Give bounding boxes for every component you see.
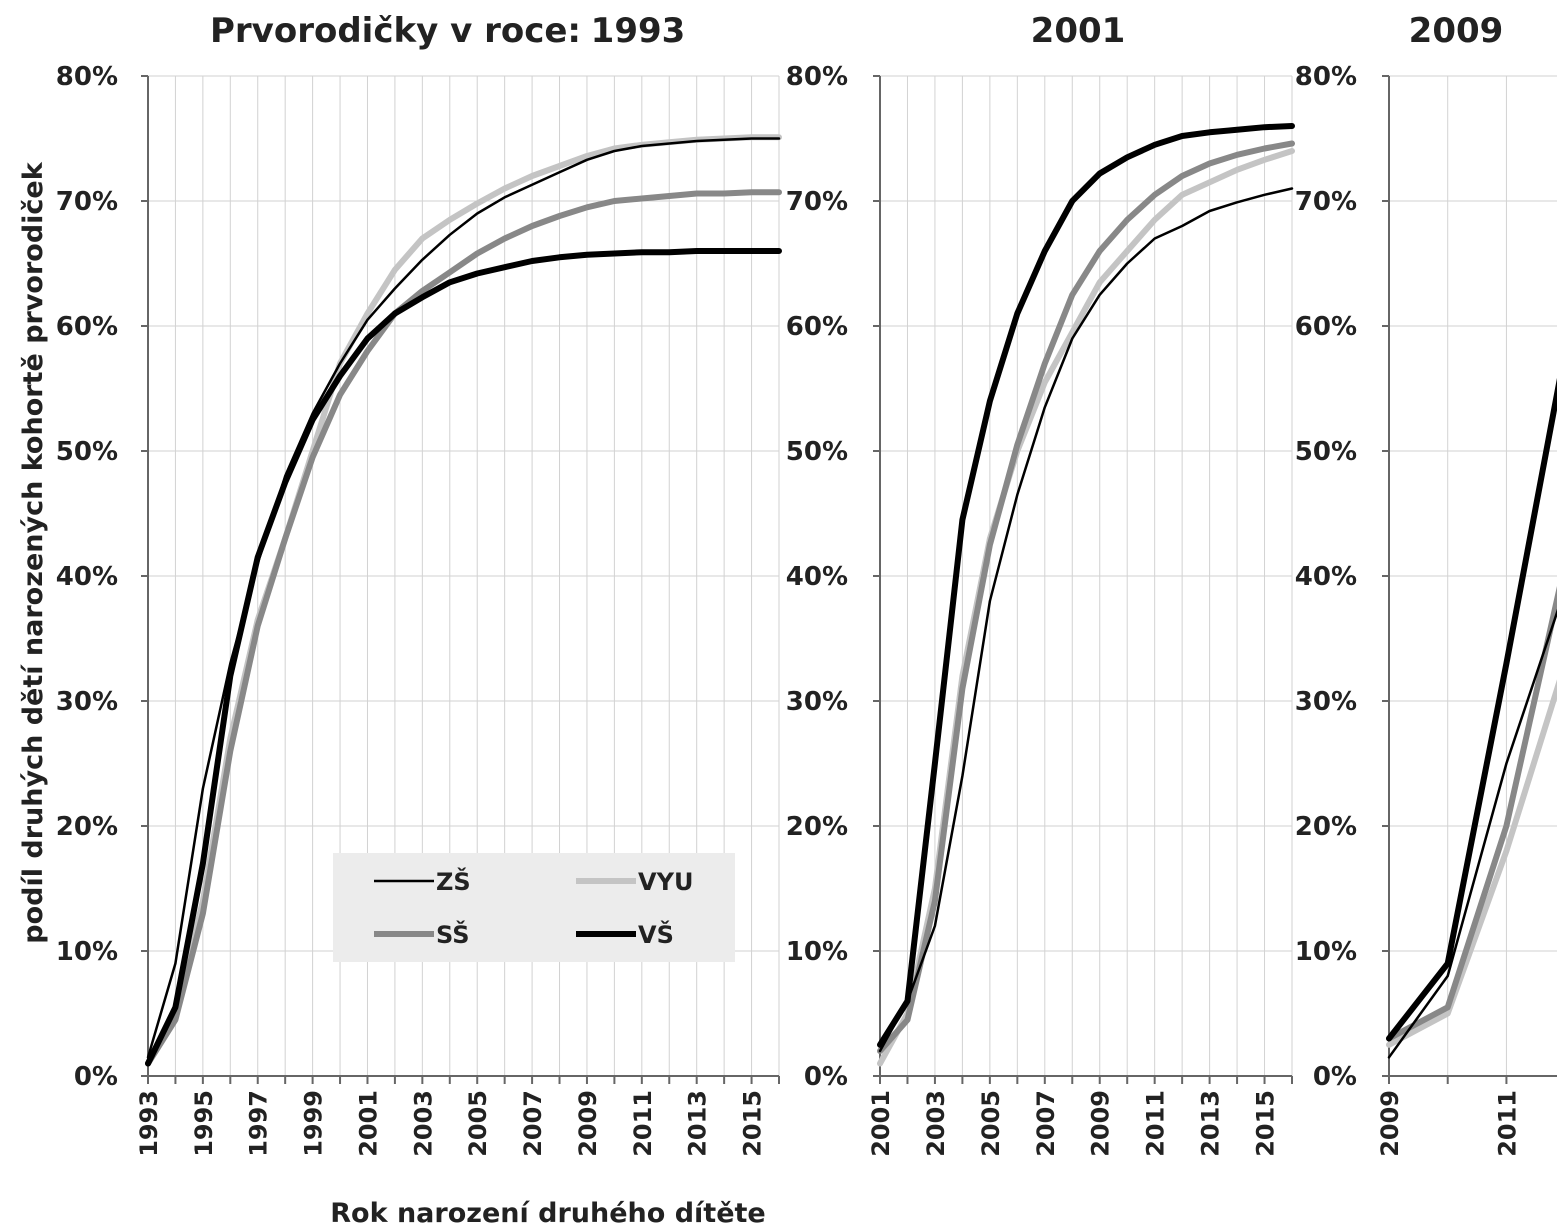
x-tick-label: 2001	[354, 1090, 382, 1157]
y-tick-label: 50%	[1295, 437, 1357, 467]
panel-title-2001: 2001	[1031, 11, 1126, 51]
y-tick-label: 60%	[56, 312, 118, 342]
legend-background	[333, 853, 735, 962]
y-tick-label: 80%	[786, 62, 848, 92]
x-tick-label: 2007	[519, 1090, 547, 1157]
y-tick-label: 70%	[56, 187, 118, 217]
legend-label-ss: SŠ	[436, 919, 470, 949]
panel-title-1993: 1993	[591, 11, 686, 51]
x-tick-label: 2011	[629, 1090, 657, 1157]
y-tick-label: 50%	[56, 437, 118, 467]
y-tick-label: 0%	[804, 1062, 848, 1092]
series-line-vs-2001	[877, 123, 1295, 1048]
figure-title: Prvorodičky v roce:	[210, 11, 581, 51]
y-tick-label: 70%	[786, 187, 848, 217]
y-tick-label: 40%	[56, 562, 118, 592]
y-tick-label: 0%	[74, 1062, 118, 1092]
series-line-ss-2001	[877, 140, 1295, 1054]
legend-label-vs: VŠ	[638, 919, 674, 949]
x-tick-label: 2003	[922, 1090, 950, 1157]
x-tick-label: 1997	[245, 1090, 273, 1157]
legend-label-zs: ZŠ	[436, 866, 471, 896]
y-tick-label: 30%	[56, 687, 118, 717]
y-tick-label: 10%	[786, 937, 848, 967]
chart-panel-2001: 0% 10% 20% 30% 40% 50% 60% 70% 80% 2001 2003 2005 20…	[786, 11, 1295, 1157]
series-line-ss-2009	[1386, 585, 1557, 1042]
x-tick-label: 2009	[1376, 1090, 1404, 1157]
x-tick-label: 2009	[574, 1090, 602, 1157]
x-tick-label: 2003	[409, 1090, 437, 1157]
y-tick-label: 10%	[56, 937, 118, 967]
x-tick-label: 2013	[1197, 1090, 1225, 1157]
y-tick-label: 40%	[1295, 562, 1357, 592]
x-tick-label: 2009	[1087, 1090, 1115, 1157]
legend: ZŠ VYU SŠ VŠ	[333, 853, 735, 962]
x-tick-label: 2005	[464, 1090, 492, 1157]
series-line-vs-2009	[1386, 377, 1557, 1042]
y-tick-label: 30%	[786, 687, 848, 717]
x-tick-label: 1999	[300, 1090, 328, 1157]
y-axis-label: podíl druhých dětí narozených kohortě pr…	[18, 161, 49, 943]
y-tick-label: 20%	[56, 812, 118, 842]
x-tick-label: 1993	[135, 1090, 163, 1157]
x-tick-label: 2011	[1493, 1090, 1521, 1157]
x-tick-label: 2015	[1252, 1090, 1280, 1157]
series-line-zs-2009	[1387, 608, 1557, 1059]
y-tick-label: 50%	[786, 437, 848, 467]
y-tick-label: 60%	[786, 312, 848, 342]
y-tick-label: 20%	[786, 812, 848, 842]
x-tick-label: 2007	[1032, 1090, 1060, 1157]
series-line-ss-1993	[145, 189, 782, 1067]
panel-title-2009: 2009	[1409, 11, 1504, 51]
x-tick-label: 2001	[867, 1090, 895, 1157]
x-tick-label: 1995	[190, 1090, 218, 1157]
legend-label-vyu: VYU	[638, 868, 693, 896]
x-tick-label: 2015	[739, 1090, 767, 1157]
y-tick-label: 80%	[56, 62, 118, 92]
series-line-zs-2001	[878, 187, 1294, 1053]
series-line-vs-1993	[145, 248, 782, 1067]
y-tick-label: 60%	[1295, 312, 1357, 342]
y-tick-label: 0%	[1313, 1062, 1357, 1092]
y-tick-label: 20%	[1295, 812, 1357, 842]
y-tick-label: 30%	[1295, 687, 1357, 717]
y-tick-label: 70%	[1295, 187, 1357, 217]
y-tick-label: 80%	[1295, 62, 1357, 92]
x-tick-label: 2011	[1142, 1090, 1170, 1157]
x-tick-label: 2005	[977, 1090, 1005, 1157]
x-axis-label: Rok narození druhého dítěte	[330, 1198, 766, 1229]
y-tick-label: 40%	[786, 562, 848, 592]
chart-panel-2009: 0%10%20%30%40%50%60%70%80%20092011201320…	[1295, 11, 1557, 1157]
x-tick-label: 2013	[684, 1090, 712, 1157]
y-tick-label: 10%	[1295, 937, 1357, 967]
chart-panel-1993: 0% 10% 20% 30% 40% 50% 60% 70% 80% 1993 1995 1997 19…	[56, 11, 782, 1157]
